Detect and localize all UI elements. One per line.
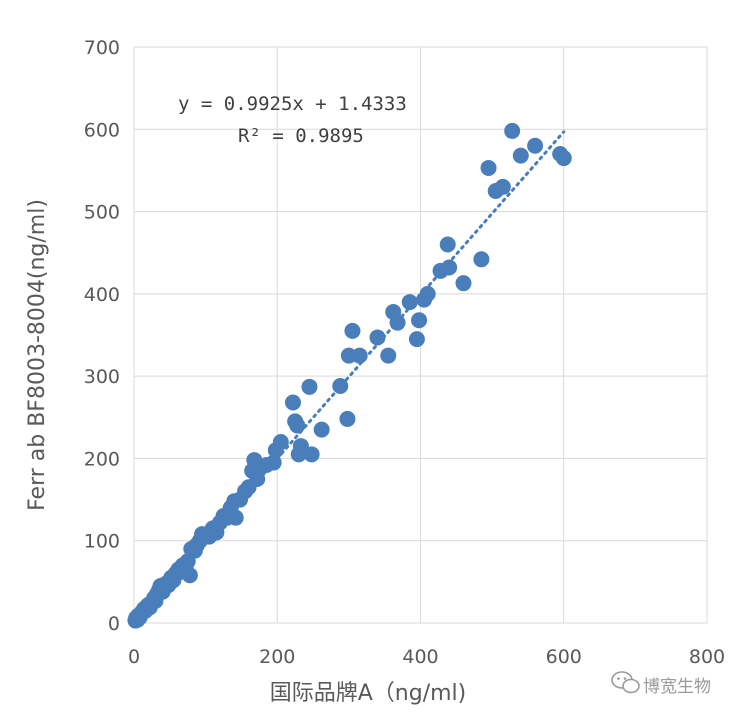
x-tick-label: 400 <box>402 646 438 668</box>
trendline-r-squared: R² = 0.9895 <box>238 125 364 147</box>
y-tick-label: 300 <box>84 366 120 388</box>
x-axis-title: 国际品牌A（ng/ml) <box>270 681 467 706</box>
data-point <box>351 347 368 364</box>
y-axis-title: Ferr ab BF8003-8004(ng/ml) <box>25 199 50 511</box>
data-point <box>332 378 349 395</box>
data-point <box>272 433 289 450</box>
y-tick-label: 200 <box>84 448 120 470</box>
data-point <box>301 378 318 395</box>
data-point <box>401 294 418 311</box>
data-point <box>313 421 330 438</box>
y-tick-label: 700 <box>84 37 120 59</box>
x-tick-label: 0 <box>128 646 140 668</box>
data-point <box>480 159 497 176</box>
data-point <box>227 509 244 526</box>
data-point <box>369 329 386 346</box>
data-point <box>265 454 282 471</box>
y-tick-label: 400 <box>84 284 120 306</box>
data-point <box>411 312 428 329</box>
data-point <box>339 410 356 427</box>
data-point <box>344 322 361 339</box>
data-point <box>494 178 511 195</box>
data-point <box>389 314 406 331</box>
y-tick-label: 100 <box>84 531 120 553</box>
data-point <box>285 394 302 411</box>
data-points <box>127 122 572 629</box>
y-tick-label: 600 <box>84 119 120 141</box>
data-point <box>527 137 544 154</box>
wechat-icon <box>611 671 640 694</box>
data-point <box>249 471 266 487</box>
data-point <box>504 122 521 139</box>
data-point <box>303 446 320 463</box>
x-tick-label: 200 <box>259 646 295 668</box>
data-point <box>439 236 456 253</box>
data-point <box>380 347 397 364</box>
x-tick-label: 600 <box>546 646 582 668</box>
y-tick-label: 0 <box>108 613 120 635</box>
data-point <box>455 275 472 292</box>
data-point <box>512 147 529 164</box>
data-point <box>408 331 425 348</box>
y-tick-label: 500 <box>84 202 120 224</box>
data-point <box>419 285 436 302</box>
watermark: 博宽生物 <box>611 671 711 697</box>
data-point <box>473 251 490 268</box>
watermark-text: 博宽生物 <box>643 677 711 697</box>
data-point <box>555 150 572 167</box>
data-point <box>441 259 458 276</box>
data-point <box>181 567 198 584</box>
trendline-equation: y = 0.9925x + 1.4333 <box>178 93 407 115</box>
data-point <box>289 417 306 434</box>
x-tick-label: 800 <box>689 646 725 668</box>
tick-labels: 0 100 200 300 400 500 600 700 0 200 400 600 800 <box>84 37 725 668</box>
